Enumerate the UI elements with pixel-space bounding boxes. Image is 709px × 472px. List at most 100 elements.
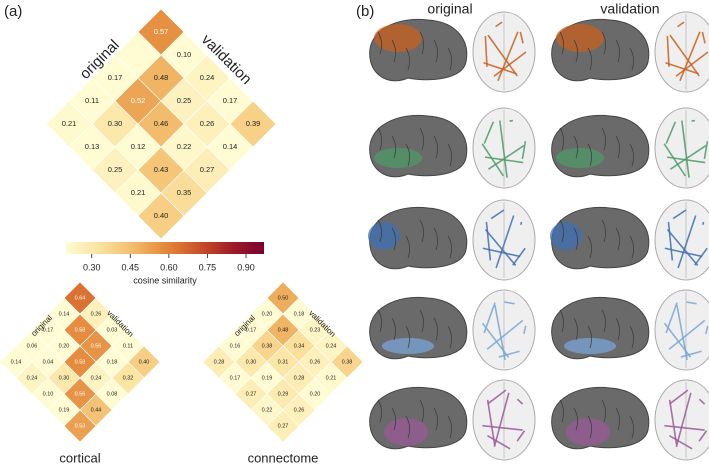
cell-label: 0.20 — [59, 343, 70, 349]
cell-label: 0.38 — [262, 343, 273, 349]
panel-label: (b) — [356, 3, 374, 20]
sulcus — [573, 135, 578, 159]
column-heading: validation — [600, 1, 659, 17]
cell-label: 0.48 — [278, 327, 289, 333]
activation — [382, 338, 434, 354]
connection — [681, 120, 690, 178]
cell-label: 0.16 — [230, 343, 241, 349]
cell-label: 0.11 — [85, 96, 99, 105]
sulcus — [433, 317, 438, 341]
cell-label: 0.38 — [342, 359, 353, 365]
connection — [702, 221, 705, 225]
activation — [564, 338, 616, 354]
connection — [481, 143, 504, 177]
cell-label: 0.17 — [230, 375, 241, 381]
sulcus — [433, 227, 438, 251]
sulcus — [447, 235, 452, 259]
connection — [677, 21, 685, 28]
cell-label: 0.04 — [43, 359, 54, 365]
cell-label: 0.26 — [200, 119, 215, 128]
connection — [512, 247, 526, 266]
cell-label: 0.13 — [85, 142, 100, 151]
cell-label: 0.10 — [177, 50, 192, 59]
connection — [665, 302, 678, 334]
cell-label: 0.26 — [310, 359, 321, 365]
cell-label: 0.17 — [43, 327, 54, 333]
sulcus — [573, 39, 578, 63]
brain-pair — [369, 289, 536, 371]
sulcus — [391, 407, 396, 431]
cell-label: 0.17 — [223, 96, 238, 105]
connection — [686, 301, 697, 305]
sulcus — [629, 235, 634, 259]
cell-label: 0.43 — [154, 165, 169, 174]
colorbar-tick-label: 0.30 — [83, 262, 101, 272]
connection — [663, 143, 686, 177]
sulcus — [559, 219, 564, 243]
connection — [521, 141, 527, 160]
sulcus — [615, 407, 620, 431]
sulcus — [573, 407, 578, 431]
cell-label: 0.40 — [139, 359, 150, 365]
sulcus — [447, 415, 452, 439]
activation — [556, 24, 604, 52]
sulcus — [587, 235, 592, 259]
sulcus — [405, 415, 410, 439]
sulcus — [587, 47, 592, 71]
sulcus — [573, 227, 578, 251]
connection — [665, 121, 677, 144]
sulcus — [377, 309, 382, 333]
connection — [701, 31, 706, 44]
cell-label: 0.27 — [200, 165, 215, 174]
connection — [490, 209, 505, 220]
cell-label: 0.48 — [154, 73, 169, 82]
colorbar-tick-label: 0.90 — [237, 262, 255, 272]
connection — [487, 144, 525, 170]
colorbar-label: cosine similarity — [133, 275, 197, 285]
cell-label: 0.30 — [59, 375, 70, 381]
connection — [672, 209, 687, 220]
activation — [550, 222, 582, 250]
connection — [668, 319, 706, 350]
connection — [481, 322, 510, 358]
brain-pair — [369, 107, 536, 189]
cell-label: 0.22 — [262, 407, 273, 413]
cell-label: 0.58 — [75, 359, 86, 365]
sulcus — [601, 309, 606, 333]
cell-label: 0.06 — [27, 343, 38, 349]
connection — [484, 228, 517, 266]
connection — [487, 434, 511, 450]
sulcus — [391, 39, 396, 63]
activation — [374, 24, 422, 52]
cell-label: 0.56 — [91, 343, 102, 349]
cortex — [369, 114, 468, 178]
heatmap-cell — [266, 409, 300, 443]
connection — [698, 430, 708, 442]
cell-label: 0.24 — [91, 375, 102, 381]
cell-label: 0.25 — [177, 96, 192, 105]
connection — [669, 34, 700, 77]
connection — [669, 144, 707, 170]
connection — [495, 21, 503, 28]
cell-label: 0.14 — [223, 142, 238, 151]
cell-label: 0.03 — [107, 327, 118, 333]
sulcus — [433, 39, 438, 63]
cell-label: 0.12 — [131, 142, 146, 151]
connection — [675, 51, 709, 77]
sulcus — [447, 47, 452, 71]
sulcus — [391, 135, 396, 159]
sulcus — [377, 399, 382, 423]
connection — [679, 31, 701, 82]
cell-label: 0.25 — [108, 165, 123, 174]
sulcus — [405, 47, 410, 71]
cell-label: 0.24 — [27, 375, 38, 381]
sulcus — [629, 415, 634, 439]
cell-label: 0.17 — [246, 327, 257, 333]
connection — [487, 34, 518, 77]
cell-label: 0.23 — [310, 327, 321, 333]
sulcus — [405, 143, 410, 167]
brain-pair — [551, 11, 709, 93]
sulcus — [419, 219, 424, 243]
sulcus — [419, 31, 424, 55]
